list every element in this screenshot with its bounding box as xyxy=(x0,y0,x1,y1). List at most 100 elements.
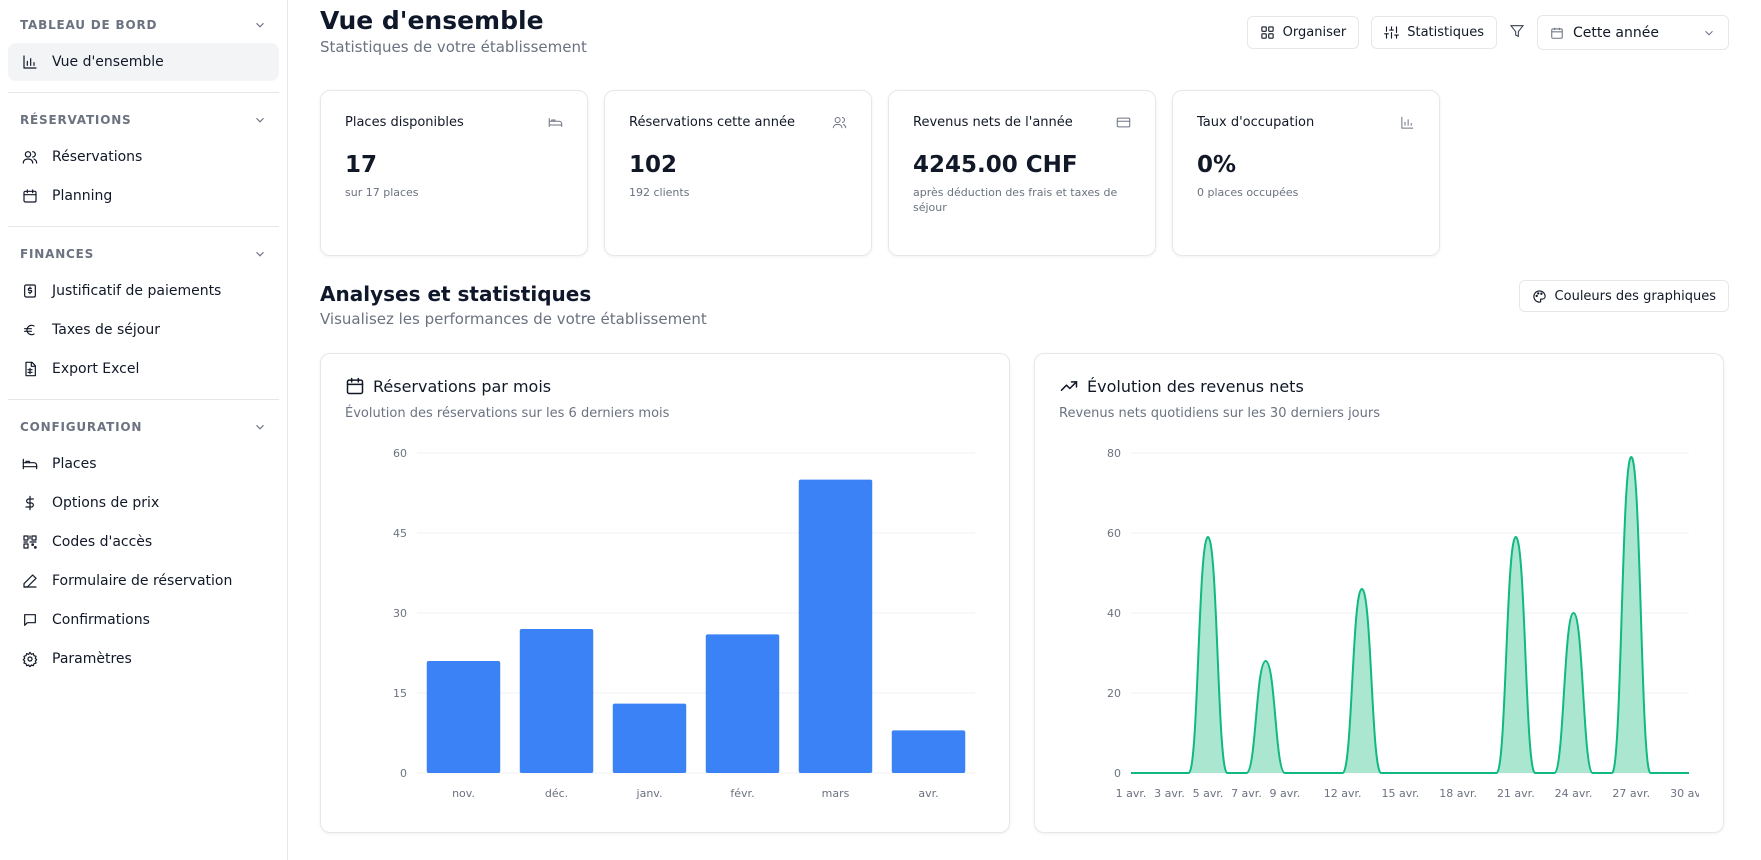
statistics-button[interactable]: Statistiques xyxy=(1371,16,1497,49)
sidebar-item-planning[interactable]: Planning xyxy=(8,177,279,215)
x-tick-label: 9 avr. xyxy=(1270,787,1301,800)
sidebar-item-overview[interactable]: Vue d'ensemble xyxy=(8,43,279,81)
stat-note: 0 places occupées xyxy=(1197,186,1299,199)
sidebar-item-label: Taxes de séjour xyxy=(52,322,160,338)
sidebar-section-header[interactable]: TABLEAU DE BORD xyxy=(8,8,279,42)
sidebar-item-places[interactable]: Places xyxy=(8,445,279,483)
stat-cards: Places disponibles 17 sur 17 places Rése… xyxy=(320,90,1729,256)
reservations-bar-chart: 0 15 30 45 60 nov. déc. janv. févr. mars avr. xyxy=(393,447,975,800)
bar-chart-icon xyxy=(20,52,40,72)
stat-card-revenue: Revenus nets de l'année 4245.00 CHF aprè… xyxy=(888,90,1156,256)
palette-icon xyxy=(1532,289,1546,303)
sidebar-item-taxes[interactable]: Taxes de séjour xyxy=(8,311,279,349)
calendar-icon xyxy=(346,377,364,395)
sidebar-section-title: CONFIGURATION xyxy=(20,420,143,434)
series-line xyxy=(1131,455,1689,774)
bar xyxy=(426,661,501,773)
sidebar-section-title: RÉSERVATIONS xyxy=(20,113,132,127)
sidebar-item-settings[interactable]: Paramètres xyxy=(8,640,279,678)
x-tick-label: 30 avr. xyxy=(1670,787,1699,800)
period-select[interactable]: Cette année xyxy=(1537,15,1729,50)
x-tick-label: mars xyxy=(822,787,850,800)
sidebar-item-price-options[interactable]: Options de prix xyxy=(8,484,279,522)
credit-card-icon xyxy=(1116,117,1131,128)
statistics-label: Statistiques xyxy=(1407,25,1484,40)
stat-card-occupancy: Taux d'occupation 0% 0 places occupées xyxy=(1172,90,1440,256)
organize-label: Organiser xyxy=(1282,25,1347,40)
bed-icon xyxy=(20,454,40,474)
stat-value: 0% xyxy=(1197,152,1237,178)
bar xyxy=(705,634,780,773)
bar xyxy=(891,730,966,773)
x-tick-label: 3 avr. xyxy=(1154,787,1185,800)
stat-label: Places disponibles xyxy=(345,115,464,130)
sidebar-section-header[interactable]: RÉSERVATIONS xyxy=(8,103,279,137)
bar-chart-icon xyxy=(1401,116,1414,129)
sidebar-item-export[interactable]: Export Excel xyxy=(8,350,279,388)
sidebar-section-finances: FINANCES Justificatif de paiements Taxes… xyxy=(8,237,279,400)
header-actions: Organiser Statistiques Cette année xyxy=(1246,15,1729,50)
sidebar-item-booking-form[interactable]: Formulaire de réservation xyxy=(8,562,279,600)
chevron-down-icon xyxy=(256,424,264,430)
page-title: Vue d'ensemble xyxy=(320,6,544,35)
sidebar-section-dashboard: TABLEAU DE BORD Vue d'ensemble xyxy=(8,8,279,93)
organize-button[interactable]: Organiser xyxy=(1246,16,1360,49)
gear-icon xyxy=(20,649,40,669)
x-tick-label: 12 avr. xyxy=(1324,787,1362,800)
sidebar-item-reservations[interactable]: Réservations xyxy=(8,138,279,176)
sidebar: TABLEAU DE BORD Vue d'ensemble RÉSERVATI… xyxy=(0,0,288,860)
sidebar-item-label: Vue d'ensemble xyxy=(52,54,164,70)
stat-value: 4245.00 CHF xyxy=(913,152,1078,178)
stat-note: sur 17 places xyxy=(345,186,419,199)
x-tick-label: 7 avr. xyxy=(1231,787,1262,800)
x-tick-label: avr. xyxy=(918,787,938,800)
grid-icon xyxy=(1260,26,1274,39)
y-tick-label: 0 xyxy=(400,767,407,780)
revenue-area-chart: 0 20 40 60 80 1 avr. 3 avr. 5 avr. 7 avr. 9 avr. 1… xyxy=(1107,447,1699,800)
x-tick-label: 15 avr. xyxy=(1381,787,1419,800)
period-value: Cette année xyxy=(1573,24,1659,41)
sidebar-item-payments[interactable]: Justificatif de paiements xyxy=(8,272,279,310)
analysis-header: Analyses et statistiques Visualisez les … xyxy=(320,280,1729,328)
x-tick-label: 1 avr. xyxy=(1116,787,1147,800)
sidebar-item-access-codes[interactable]: Codes d'accès xyxy=(8,523,279,561)
stat-label: Taux d'occupation xyxy=(1197,115,1315,130)
sidebar-section-header[interactable]: CONFIGURATION xyxy=(8,410,279,444)
filter-icon[interactable] xyxy=(1509,23,1525,43)
chart-colors-button[interactable]: Couleurs des graphiques xyxy=(1518,280,1729,312)
y-tick-label: 60 xyxy=(393,447,407,460)
sidebar-item-confirmations[interactable]: Confirmations xyxy=(8,601,279,639)
x-tick-label: déc. xyxy=(545,787,568,800)
y-tick-label: 40 xyxy=(1107,607,1121,620)
qr-code-icon xyxy=(20,532,40,552)
analysis-title: Analyses et statistiques xyxy=(320,282,592,306)
x-tick-label: nov. xyxy=(452,787,475,800)
bed-icon xyxy=(548,118,563,127)
stat-card-reservations: Réservations cette année 102 192 clients xyxy=(604,90,872,256)
x-tick-label: janv. xyxy=(636,787,663,800)
chevron-down-icon xyxy=(256,251,264,257)
stat-card-places: Places disponibles 17 sur 17 places xyxy=(320,90,588,256)
analysis-subtitle: Visualisez les performances de votre éta… xyxy=(320,310,707,328)
spreadsheet-icon xyxy=(20,359,40,379)
stat-note: 192 clients xyxy=(629,186,690,199)
x-tick-label: 18 avr. xyxy=(1439,787,1477,800)
bar xyxy=(612,703,687,773)
trending-up-icon xyxy=(1060,381,1078,391)
sidebar-item-label: Réservations xyxy=(52,149,143,165)
x-tick-label: 27 avr. xyxy=(1612,787,1650,800)
chevron-down-icon xyxy=(256,117,264,123)
sidebar-section-header[interactable]: FINANCES xyxy=(8,237,279,271)
chart-subtitle: Évolution des réservations sur les 6 der… xyxy=(345,406,670,421)
revenue-chart-card: Évolution des revenus nets Revenus nets … xyxy=(1034,353,1724,833)
page-header: Vue d'ensemble Statistiques de votre éta… xyxy=(320,6,1729,84)
message-icon xyxy=(20,610,40,630)
y-tick-label: 30 xyxy=(393,607,407,620)
stat-label: Réservations cette année xyxy=(629,115,795,130)
main-content: Vue d'ensemble Statistiques de votre éta… xyxy=(288,0,1761,860)
y-tick-label: 20 xyxy=(1107,687,1121,700)
sidebar-item-label: Confirmations xyxy=(52,612,150,628)
chart-subtitle: Revenus nets quotidiens sur les 30 derni… xyxy=(1059,406,1380,421)
chevron-down-icon xyxy=(1705,30,1713,35)
x-tick-label: 5 avr. xyxy=(1193,787,1224,800)
